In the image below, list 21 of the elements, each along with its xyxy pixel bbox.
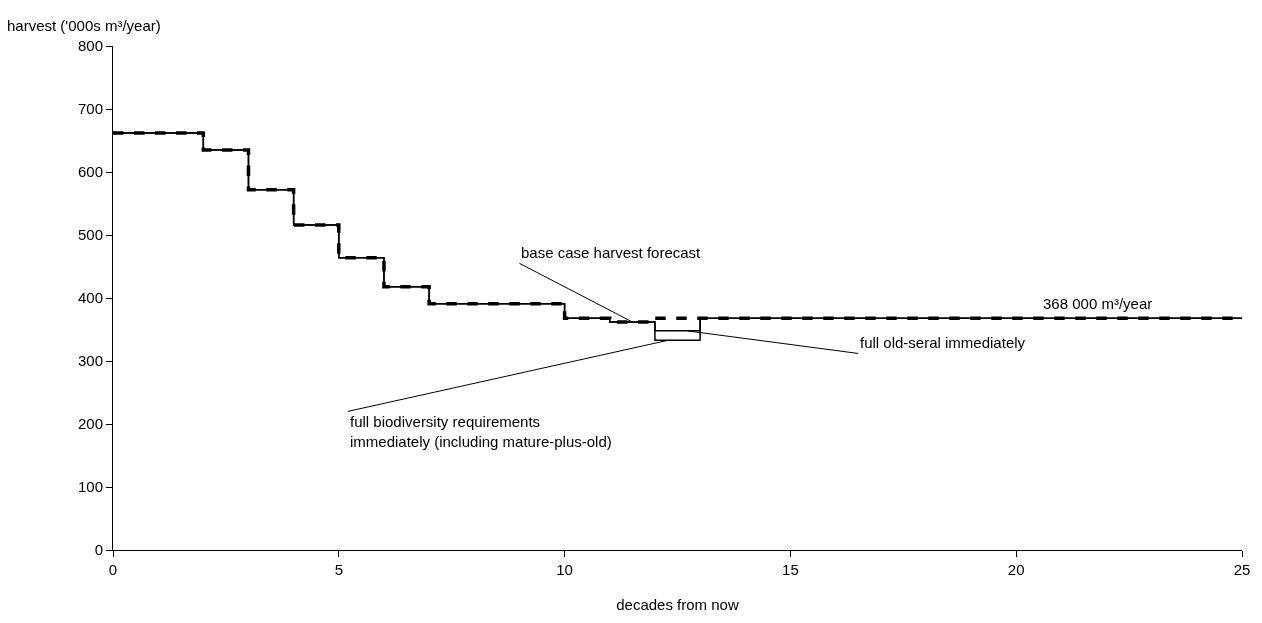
y-tick-label: 300	[77, 352, 103, 370]
y-tick-label: 700	[77, 100, 103, 118]
y-tick-label: 200	[77, 415, 103, 433]
x-tick-label: 0	[108, 561, 118, 578]
y-tick-label: 800	[77, 37, 103, 55]
x-tick-label: 25	[1233, 561, 1251, 578]
y-axis-title: harvest ('000s m³/year)	[7, 17, 161, 34]
y-tick-label: 400	[77, 289, 103, 307]
x-axis-title: decades from now	[616, 596, 739, 613]
x-tick-label: 5	[334, 561, 343, 578]
x-tick-label: 15	[782, 561, 799, 578]
text: base case harvest forecast	[521, 244, 702, 261]
y-tick-label: 500	[77, 226, 103, 244]
x-tick-label: 10	[556, 561, 573, 578]
annotation: 368 000 m³/year	[1043, 295, 1153, 312]
series-label: full old-seral immediately	[860, 334, 1026, 351]
y-tick-label: 100	[77, 478, 103, 496]
text: full biodiversity requirements immediately (including mature-plus-old)	[350, 413, 612, 450]
y-tick-label: 600	[77, 163, 103, 181]
x-tick-label: 20	[1007, 561, 1025, 578]
y-tick-label: 0	[94, 541, 103, 559]
